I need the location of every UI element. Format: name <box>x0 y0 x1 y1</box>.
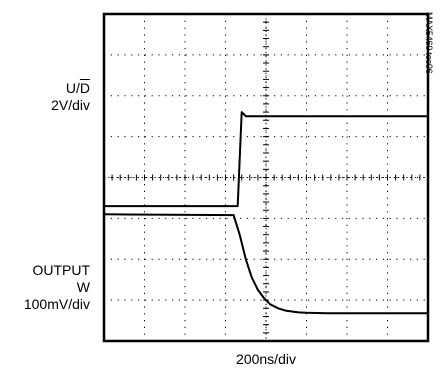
channel-1-scale: 2V/div <box>51 97 90 113</box>
channel-1-label: U/D 2V/div <box>51 80 90 114</box>
figure-id: MAX5460 toc06 <box>424 12 434 74</box>
channel-2-label: OUTPUT W 100mV/div <box>24 262 90 313</box>
timebase-label: 200ns/div <box>236 351 296 367</box>
trace-output-w <box>103 213 428 315</box>
trace-u-d <box>104 111 428 208</box>
channel-2-name-line-1: OUTPUT <box>32 262 90 278</box>
channel-2-name-line-2: W <box>76 279 90 295</box>
plot-frame <box>102 12 430 343</box>
channel-1-name: U/D <box>65 80 90 96</box>
channel-2-scale: 100mV/div <box>23 296 90 312</box>
graticule <box>103 13 429 342</box>
